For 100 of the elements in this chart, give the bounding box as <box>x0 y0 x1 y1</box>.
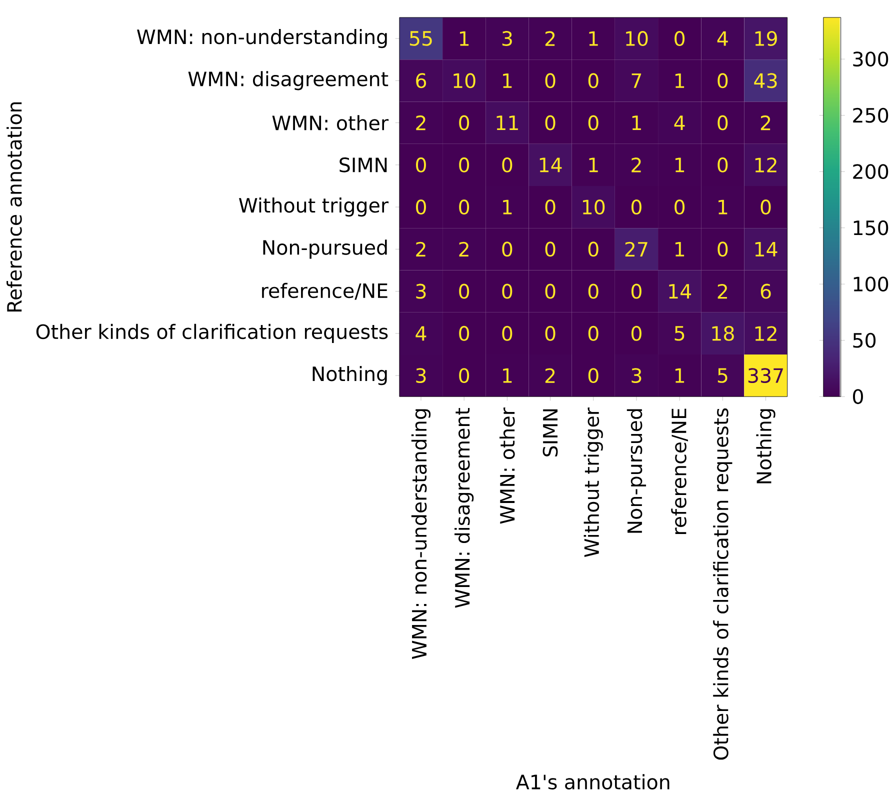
data-label: 1 <box>503 73 512 88</box>
x-tick-label: Other kinds of clarification requests <box>713 408 732 760</box>
data-label: 1 <box>503 368 512 383</box>
data-label: 18 <box>712 326 734 341</box>
data-label: 19 <box>755 31 777 46</box>
data-label: 1 <box>675 158 684 172</box>
data-label: 12 <box>755 158 776 172</box>
data-label: 0 <box>631 200 642 214</box>
data-label: 0 <box>718 73 728 88</box>
data-label: 10 <box>626 31 648 46</box>
x-axis-title: A1's annotation <box>516 774 670 790</box>
x-tick-label: SIMN <box>542 409 558 456</box>
data-label: 0 <box>459 115 470 130</box>
data-label: 0 <box>502 157 512 172</box>
data-label: 0 <box>416 157 426 172</box>
y-tick-label: reference/NE <box>262 282 388 300</box>
y-tick-label: Without trigger <box>238 197 389 217</box>
data-label: 10 <box>582 200 605 214</box>
data-label: 27 <box>625 242 648 256</box>
data-label: 2 <box>718 284 727 299</box>
data-label: 0 <box>588 284 598 299</box>
data-label: 0 <box>588 368 598 383</box>
color-bar-label: 0 <box>853 389 863 404</box>
data-label: 1 <box>632 116 641 130</box>
data-label: 2 <box>545 368 555 383</box>
x-tick-label: WMN: other <box>500 407 515 524</box>
data-label: 2 <box>416 115 426 130</box>
data-label: 0 <box>459 368 470 383</box>
data-label: 1 <box>675 242 684 256</box>
data-label: 55 <box>410 31 432 46</box>
data-label: 0 <box>718 157 728 172</box>
data-label: 3 <box>502 31 512 46</box>
data-label: 14 <box>540 158 562 172</box>
data-label: 0 <box>718 115 728 130</box>
y-tick-label: Nothing <box>312 366 387 386</box>
data-label: 2 <box>459 242 468 256</box>
y-axis-title: Reference annotation <box>6 102 22 312</box>
data-label: 0 <box>545 284 556 299</box>
data-label: 0 <box>545 200 556 214</box>
data-label: 0 <box>674 200 685 214</box>
data-label: 0 <box>588 326 598 341</box>
data-label: 6 <box>760 284 771 299</box>
data-label: 0 <box>545 73 556 88</box>
data-label: 14 <box>669 284 692 298</box>
data-label: 6 <box>416 73 426 88</box>
data-label: 0 <box>416 200 426 214</box>
data-label: 1 <box>718 200 728 214</box>
data-label: 10 <box>454 73 476 88</box>
data-label: 4 <box>674 116 685 130</box>
color-bar-label: 50 <box>853 332 876 348</box>
data-label: 3 <box>416 284 426 299</box>
data-label: 0 <box>502 242 512 257</box>
data-label: 1 <box>675 368 684 383</box>
data-label: 0 <box>588 242 598 257</box>
data-label: 5 <box>718 368 728 383</box>
data-label: 1 <box>589 158 598 172</box>
data-label: 1 <box>460 31 469 46</box>
data-label: 337 <box>748 368 783 383</box>
data-label: 2 <box>416 242 426 256</box>
data-label: 7 <box>632 73 642 88</box>
data-label: 0 <box>502 326 512 341</box>
data-label: 2 <box>632 158 641 172</box>
data-label: 2 <box>760 115 770 130</box>
data-label: 0 <box>502 284 512 299</box>
y-tick-label: Other kinds of clarification requests <box>36 324 388 343</box>
data-label: 3 <box>416 368 426 383</box>
data-label: 0 <box>545 115 556 130</box>
data-label: 1 <box>675 73 684 88</box>
data-label: 14 <box>755 242 778 256</box>
data-label: 0 <box>545 242 556 257</box>
color-bar-label: 100 <box>854 276 888 292</box>
color-bar-label: 200 <box>853 164 888 180</box>
data-label: 12 <box>755 326 776 341</box>
data-label: 43 <box>754 73 777 88</box>
color-bar-label: 150 <box>854 220 888 236</box>
data-label: 11 <box>496 116 518 130</box>
color-bar-label: 300 <box>853 52 888 67</box>
data-label: 0 <box>631 284 642 299</box>
data-label: 0 <box>631 326 642 341</box>
data-label: 0 <box>459 284 470 299</box>
data-label: 4 <box>416 326 426 341</box>
data-label: 0 <box>760 200 771 214</box>
data-label: 0 <box>459 200 470 214</box>
data-label: 0 <box>588 115 598 130</box>
data-label: 0 <box>718 242 728 257</box>
x-tick-label: reference/NE <box>671 408 688 534</box>
data-label: 5 <box>674 326 684 341</box>
data-label: 3 <box>632 368 642 383</box>
color-bar-label: 250 <box>853 108 888 123</box>
data-label: 2 <box>545 31 555 46</box>
y-tick-label: SIMN <box>340 157 387 172</box>
x-tick-label: Non-pursued <box>626 409 646 533</box>
y-tick-label: WMN: other <box>272 115 389 130</box>
y-tick-label: WMN: disagreement <box>188 71 388 90</box>
data-label: 1 <box>503 200 512 214</box>
x-tick-label: Without trigger <box>584 407 603 558</box>
data-label: 0 <box>459 326 470 341</box>
y-tick-label: Non-pursued <box>263 240 387 259</box>
x-tick-label: Nothing <box>756 409 776 484</box>
y-tick-label: WMN: non-understanding <box>137 28 387 48</box>
